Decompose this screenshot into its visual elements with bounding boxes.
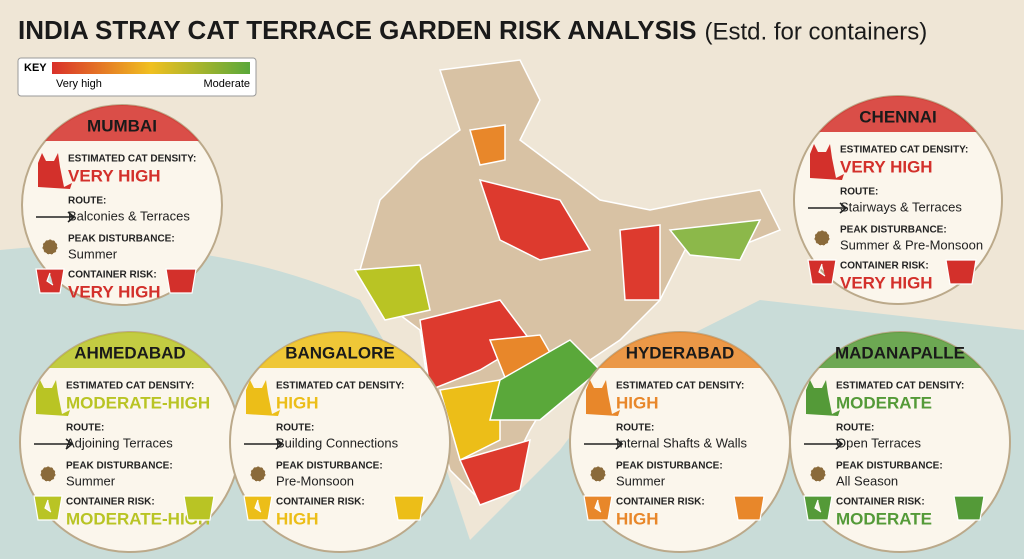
density-value: HIGH xyxy=(276,393,319,412)
peak-value: All Season xyxy=(836,473,898,488)
city-name: HYDERABAD xyxy=(626,343,735,362)
container-icon xyxy=(803,495,833,521)
risk-label: CONTAINER RISK: xyxy=(616,497,705,508)
city-name: CHENNAI xyxy=(859,107,936,126)
peak-label: PEAK DISTURBANCE: xyxy=(66,461,173,472)
city-name: AHMEDABAD xyxy=(74,343,185,362)
route-label: ROUTE: xyxy=(68,196,106,207)
cat-icon xyxy=(810,144,844,180)
density-label: ESTIMATED CAT DENSITY: xyxy=(840,145,968,156)
peak-value: Summer xyxy=(66,473,116,488)
container-icon xyxy=(583,495,613,521)
container-icon xyxy=(733,495,765,521)
density-label: ESTIMATED CAT DENSITY: xyxy=(276,381,404,392)
route-value: Balconies & Terraces xyxy=(68,208,190,223)
arrow-icon xyxy=(36,211,76,223)
container-icon xyxy=(35,268,65,294)
risk-label: CONTAINER RISK: xyxy=(840,261,929,272)
sun-icon xyxy=(42,239,58,255)
risk-value: MODERATE-HIGH xyxy=(66,509,210,528)
peak-label: PEAK DISTURBANCE: xyxy=(276,461,383,472)
density-value: VERY HIGH xyxy=(840,157,933,176)
risk-value: MODERATE xyxy=(836,509,932,528)
cat-icon xyxy=(36,380,70,416)
risk-value: HIGH xyxy=(276,509,319,528)
container-icon xyxy=(393,495,425,521)
subtitle: (Estd. for containers) xyxy=(705,18,928,45)
peak-label: PEAK DISTURBANCE: xyxy=(68,234,175,245)
key: KEY Very high Moderate xyxy=(17,57,257,97)
key-low: Moderate xyxy=(204,78,250,90)
arrow-icon xyxy=(804,438,844,450)
arrow-icon xyxy=(244,438,284,450)
risk-label: CONTAINER RISK: xyxy=(276,497,365,508)
container-icon xyxy=(165,268,197,294)
route-label: ROUTE: xyxy=(276,423,314,434)
density-value: MODERATE-HIGH xyxy=(66,393,210,412)
density-label: ESTIMATED CAT DENSITY: xyxy=(68,154,196,165)
route-value: Internal Shafts & Walls xyxy=(616,435,748,450)
container-icon xyxy=(953,495,985,521)
sun-icon xyxy=(590,466,606,482)
container-icon xyxy=(807,259,837,285)
key-gradient xyxy=(52,62,250,74)
risk-value: HIGH xyxy=(616,509,659,528)
route-label: ROUTE: xyxy=(840,187,878,198)
route-label: ROUTE: xyxy=(66,423,104,434)
peak-value: Pre-Monsoon xyxy=(276,473,354,488)
arrow-icon xyxy=(584,438,624,450)
route-label: ROUTE: xyxy=(616,423,654,434)
title: INDIA STRAY CAT TERRACE GARDEN RISK ANAL… xyxy=(18,15,697,45)
city-name: MUMBAI xyxy=(87,116,157,135)
peak-label: PEAK DISTURBANCE: xyxy=(836,461,943,472)
india-map xyxy=(353,59,782,506)
density-value: MODERATE xyxy=(836,393,932,412)
peak-label: PEAK DISTURBANCE: xyxy=(616,461,723,472)
risk-label: CONTAINER RISK: xyxy=(836,497,925,508)
container-icon xyxy=(183,495,215,521)
route-value: Adjoining Terraces xyxy=(66,435,173,450)
sun-icon xyxy=(814,230,830,246)
risk-value: VERY HIGH xyxy=(68,282,161,301)
route-value: Stairways & Terraces xyxy=(840,199,962,214)
key-label: KEY xyxy=(24,62,47,74)
container-icon xyxy=(945,259,977,285)
risk-label: CONTAINER RISK: xyxy=(68,270,157,281)
city-name: BANGALORE xyxy=(285,343,395,362)
route-value: Building Connections xyxy=(276,435,399,450)
key-high: Very high xyxy=(56,78,102,90)
arrow-icon xyxy=(808,202,848,214)
risk-label: CONTAINER RISK: xyxy=(66,497,155,508)
peak-value: Summer & Pre-Monsoon xyxy=(840,237,983,252)
risk-value: VERY HIGH xyxy=(840,273,933,292)
density-value: VERY HIGH xyxy=(68,166,161,185)
route-value: Open Terraces xyxy=(836,435,922,450)
cat-icon xyxy=(246,380,280,416)
container-icon xyxy=(243,495,273,521)
density-value: HIGH xyxy=(616,393,659,412)
cat-icon xyxy=(38,153,72,189)
peak-value: Summer xyxy=(616,473,666,488)
density-label: ESTIMATED CAT DENSITY: xyxy=(836,381,964,392)
container-icon xyxy=(33,495,63,521)
arrow-icon xyxy=(34,438,74,450)
cat-icon xyxy=(806,380,840,416)
peak-label: PEAK DISTURBANCE: xyxy=(840,225,947,236)
cat-icon xyxy=(586,380,620,416)
density-label: ESTIMATED CAT DENSITY: xyxy=(616,381,744,392)
route-label: ROUTE: xyxy=(836,423,874,434)
sun-icon xyxy=(40,466,56,482)
city-name: MADANAPALLE xyxy=(835,343,965,362)
sun-icon xyxy=(250,466,266,482)
density-label: ESTIMATED CAT DENSITY: xyxy=(66,381,194,392)
peak-value: Summer xyxy=(68,246,118,261)
sun-icon xyxy=(810,466,826,482)
